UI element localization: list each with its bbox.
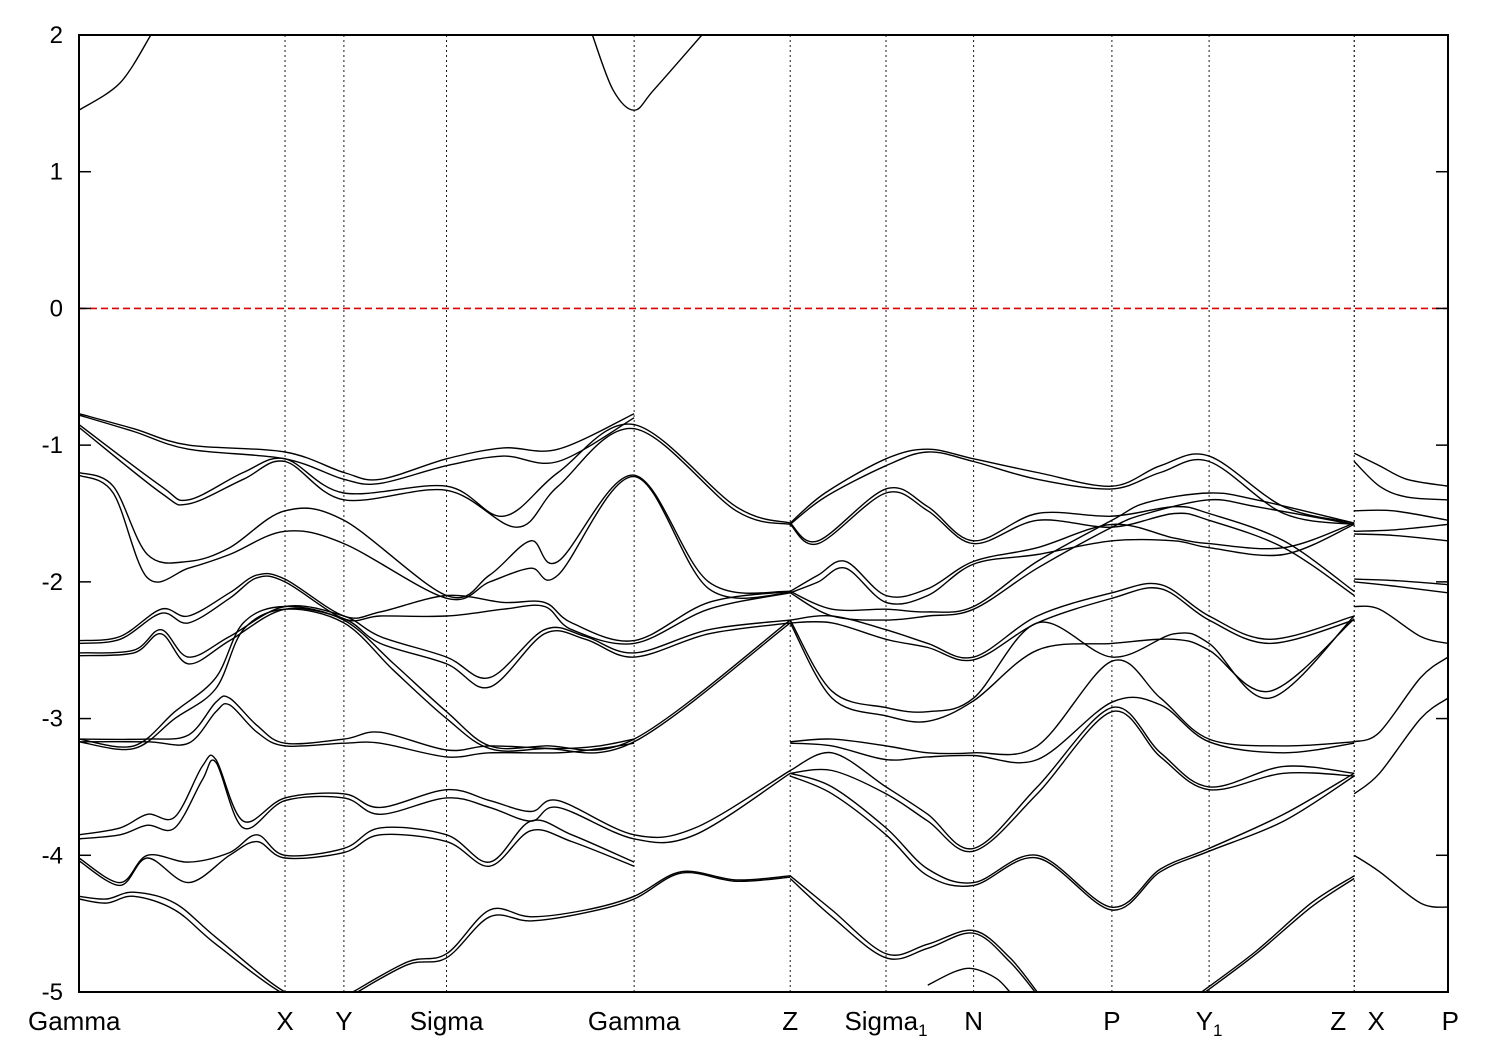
k-point-label: N	[964, 1006, 983, 1036]
band-line-32	[790, 582, 1355, 659]
k-point-label: P	[1103, 1006, 1120, 1036]
band-line-19	[79, 829, 635, 887]
band-line-46	[1204, 877, 1355, 992]
band-line-30	[789, 492, 1355, 613]
k-point-label: Z	[782, 1006, 798, 1036]
band-line-40	[789, 772, 1355, 908]
band-line-47	[1353, 452, 1448, 487]
k-point-label: X	[1368, 1006, 1385, 1036]
band-line-41	[789, 775, 1355, 911]
band-line-18	[79, 819, 635, 884]
band-line-15	[79, 702, 635, 758]
band-line-37	[790, 696, 1355, 764]
k-point-label: P	[1442, 1006, 1459, 1036]
band-lines	[79, 35, 1448, 992]
y-axis-ticks: 2 1 0 -1 -2 -3 -4 -5	[42, 22, 1448, 1006]
band-line-33	[790, 587, 1355, 662]
k-point-labels: Gamma X Y Sigma Gamma Z Sigma1 N P Y1 Z X P	[28, 1006, 1459, 1040]
band-line-13	[79, 608, 791, 754]
k-point-label: Sigma	[410, 1006, 484, 1036]
band-line-52	[1354, 578, 1448, 586]
band-line-22	[352, 870, 791, 992]
band-line-31	[789, 498, 1355, 621]
band-line-24	[789, 448, 1355, 524]
band-line-44	[927, 967, 1011, 992]
k-point-label: Gamma	[588, 1006, 681, 1036]
band-line-26	[789, 486, 1355, 592]
k-point-label: X	[276, 1006, 293, 1036]
band-line-23	[356, 871, 791, 992]
k-point-label: Sigma1	[844, 1006, 927, 1040]
band-line-11	[79, 607, 791, 689]
band-line-29	[789, 523, 1355, 605]
band-line-2	[79, 413, 635, 481]
y-tick-label: 2	[50, 22, 63, 49]
k-point-label: Z	[1330, 1006, 1346, 1036]
y-tick-label: -2	[42, 569, 63, 596]
band-line-4	[79, 423, 791, 524]
band-line-1	[591, 35, 703, 111]
band-line-9	[79, 575, 791, 645]
band-line-35	[789, 618, 1355, 723]
band-line-39	[790, 710, 1355, 853]
plot-frame	[78, 34, 1449, 993]
k-point-lines	[284, 35, 1355, 992]
band-line-54	[1354, 605, 1448, 645]
band-line-48	[1353, 461, 1448, 501]
band-line-57	[1353, 854, 1448, 908]
band-line-14	[79, 695, 635, 752]
band-line-42	[789, 875, 1038, 992]
k-point-label: Gamma	[28, 1006, 121, 1036]
band-line-45	[1201, 875, 1355, 992]
band-line-36	[790, 659, 1355, 756]
y-tick-label: -5	[42, 979, 63, 1006]
y-tick-label: -3	[42, 706, 63, 733]
band-line-43	[789, 877, 1037, 992]
band-line-16	[79, 754, 791, 839]
y-tick-label: -1	[42, 432, 63, 459]
band-line-17	[79, 759, 791, 844]
band-line-6	[79, 471, 791, 599]
band-line-12	[79, 605, 791, 751]
band-line-50	[1354, 523, 1448, 532]
band-line-34	[789, 615, 1355, 713]
band-line-0	[79, 35, 152, 111]
k-point-label: Y1	[1196, 1006, 1223, 1040]
band-line-10	[79, 604, 791, 679]
band-line-49	[1354, 509, 1448, 521]
y-tick-label: -4	[42, 842, 63, 869]
band-line-7	[79, 474, 791, 601]
band-line-56	[1353, 697, 1448, 795]
band-line-20	[79, 891, 287, 992]
band-line-3	[79, 414, 635, 486]
y-tick-label: 1	[50, 159, 63, 186]
band-line-28	[789, 522, 1355, 598]
band-line-25	[789, 451, 1355, 526]
band-line-8	[79, 572, 791, 642]
band-line-21	[79, 895, 282, 992]
k-point-label: Y	[335, 1006, 352, 1036]
band-line-27	[789, 491, 1355, 597]
y-tick-label: 0	[50, 295, 63, 322]
band-line-53	[1354, 581, 1448, 594]
band-line-5	[79, 426, 791, 528]
band-line-38	[789, 706, 1355, 850]
band-line-55	[1353, 656, 1448, 743]
band-line-51	[1354, 533, 1448, 542]
